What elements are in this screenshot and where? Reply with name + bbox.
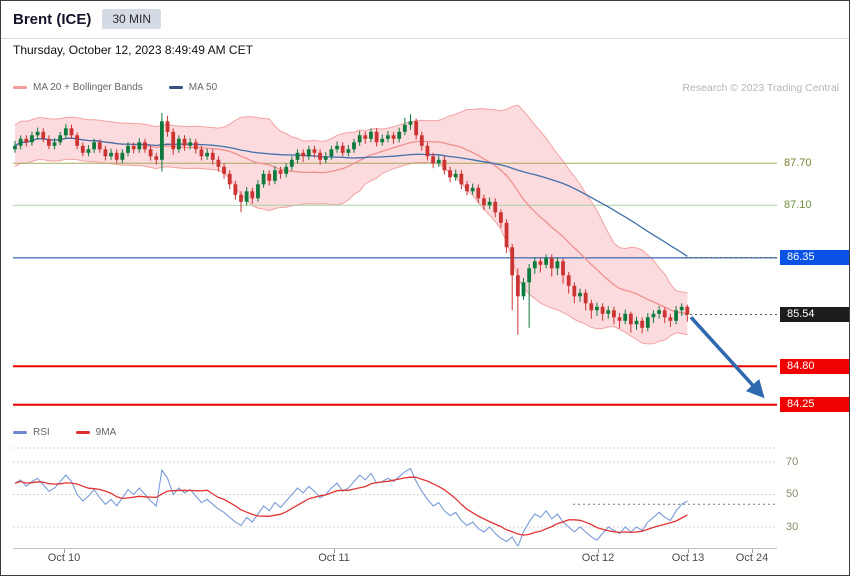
legend-label-ma20-bollinger: MA 20 + Bollinger Bands bbox=[33, 82, 143, 93]
ma50-swatch bbox=[168, 86, 183, 89]
price-level-label-85.54: 85.54 bbox=[780, 307, 849, 322]
rsi-9ma-line bbox=[14, 476, 688, 536]
main-chart-legend: MA 20 + Bollinger Bands MA 50 bbox=[13, 82, 217, 93]
time-axis-label-oct-12: Oct 12 bbox=[581, 552, 615, 564]
rsi-gridlines bbox=[13, 447, 777, 528]
ma20-bollinger-swatch bbox=[13, 86, 27, 89]
time-axis-label-oct-11: Oct 11 bbox=[318, 552, 350, 564]
time-axis-tick bbox=[598, 549, 599, 553]
price-level-lines bbox=[13, 162, 777, 406]
timeframe-badge: 30 MIN bbox=[102, 9, 162, 29]
legend-item-ma20-bollinger: MA 20 + Bollinger Bands bbox=[13, 82, 143, 93]
bearish-projection-arrow bbox=[689, 316, 765, 399]
rsi-legend: RSI 9MA bbox=[13, 427, 116, 438]
time-axis-label-oct-10: Oct 10 bbox=[47, 552, 81, 564]
bollinger-band bbox=[14, 104, 688, 345]
price-level-label-84.25: 84.25 bbox=[780, 397, 849, 413]
time-axis-line bbox=[13, 548, 777, 549]
price-level-label-84.80: 84.80 bbox=[780, 358, 849, 374]
time-axis-label-oct-13: Oct 13 bbox=[671, 552, 705, 564]
legend-label-rsi: RSI bbox=[33, 427, 50, 438]
chart-datetime: Thursday, October 12, 2023 8:49:49 AM CE… bbox=[13, 43, 253, 57]
time-axis-tick bbox=[752, 549, 753, 553]
price-level-label-86.35: 86.35 bbox=[780, 250, 849, 266]
legend-label-9ma: 9MA bbox=[95, 427, 117, 438]
rsi-swatch bbox=[13, 431, 27, 434]
time-axis-tick bbox=[64, 549, 65, 553]
price-level-label-87.10: 87.10 bbox=[784, 198, 812, 211]
time-axis-tick bbox=[334, 549, 335, 553]
legend-label-ma50: MA 50 bbox=[188, 82, 218, 93]
header: Brent (ICE) 30 MIN bbox=[1, 1, 849, 37]
rsi-scale-label-50: 50 bbox=[786, 488, 799, 500]
legend-item-rsi: RSI bbox=[13, 427, 50, 438]
ma50-line bbox=[14, 137, 688, 257]
header-divider bbox=[1, 38, 849, 39]
time-axis-tick bbox=[688, 549, 689, 553]
rsi-scale-label-70: 70 bbox=[786, 455, 799, 468]
legend-item-9ma: 9MA bbox=[75, 427, 117, 438]
rsi-chart bbox=[13, 447, 777, 546]
candlesticks bbox=[13, 112, 690, 335]
rsi-9ma-swatch bbox=[75, 431, 90, 434]
attribution: Research © 2023 Trading Central bbox=[682, 82, 839, 94]
time-axis-label-oct-24: Oct 24 bbox=[735, 552, 769, 564]
moving-averages bbox=[14, 137, 688, 315]
legend-item-ma50: MA 50 bbox=[168, 82, 218, 93]
price-chart bbox=[13, 104, 777, 406]
rsi-line bbox=[14, 467, 688, 546]
rsi-scale-label-30: 30 bbox=[786, 520, 799, 533]
price-level-label-87.70: 87.70 bbox=[784, 156, 812, 169]
instrument-title: Brent (ICE) bbox=[13, 10, 92, 28]
